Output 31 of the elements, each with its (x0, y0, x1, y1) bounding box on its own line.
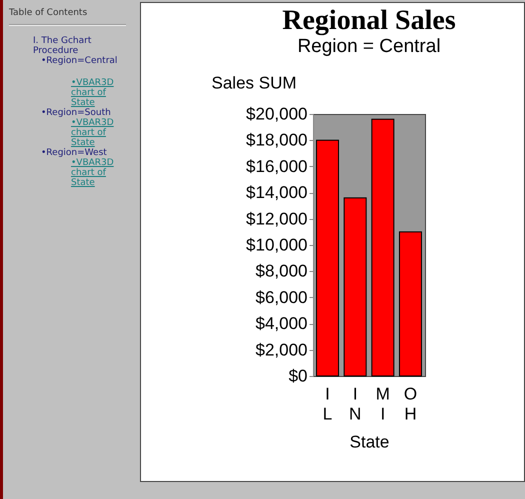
bar (344, 197, 367, 376)
y-tick-label: $8,000 (256, 262, 308, 281)
y-axis-title: Sales SUM (212, 74, 297, 92)
bar (371, 118, 394, 376)
bar (316, 140, 340, 376)
text: Table of Contents (9, 8, 126, 26)
text: •VBAR3D chart of State (71, 158, 115, 188)
y-tick-label: $12,000 (246, 209, 308, 228)
x-tick-label: OH (404, 384, 418, 424)
bar (398, 231, 422, 376)
y-tick-label: $18,000 (246, 130, 308, 150)
text: •Region=South (41, 108, 112, 118)
x-tick-label: IL (322, 384, 332, 424)
text: •Region=Central (41, 56, 118, 66)
y-tick-label: $20,000 (246, 104, 308, 124)
y-tick-label: $10,000 (246, 236, 308, 254)
text: I. The Gchart Procedure (33, 36, 92, 56)
text: •VBAR3D chart of State (71, 78, 115, 108)
y-tick-label: $0 (288, 366, 308, 386)
x-tick-label: MI (376, 384, 390, 424)
y-tick-label: $16,000 (246, 156, 308, 176)
text: •VBAR3D chart of State (71, 118, 115, 148)
x-axis-title: State (350, 432, 390, 452)
y-tick-label: $14,000 (246, 183, 308, 202)
y-tick-label: $4,000 (256, 314, 308, 334)
y-tick-label: $2,000 (256, 340, 308, 360)
chart-title: Regional Sales (282, 5, 456, 36)
text: •Region=West (41, 148, 108, 158)
y-tick-label: $6,000 (256, 288, 308, 307)
chart-subtitle: Region = Central (297, 36, 441, 57)
x-tick-label: IN (349, 384, 362, 424)
